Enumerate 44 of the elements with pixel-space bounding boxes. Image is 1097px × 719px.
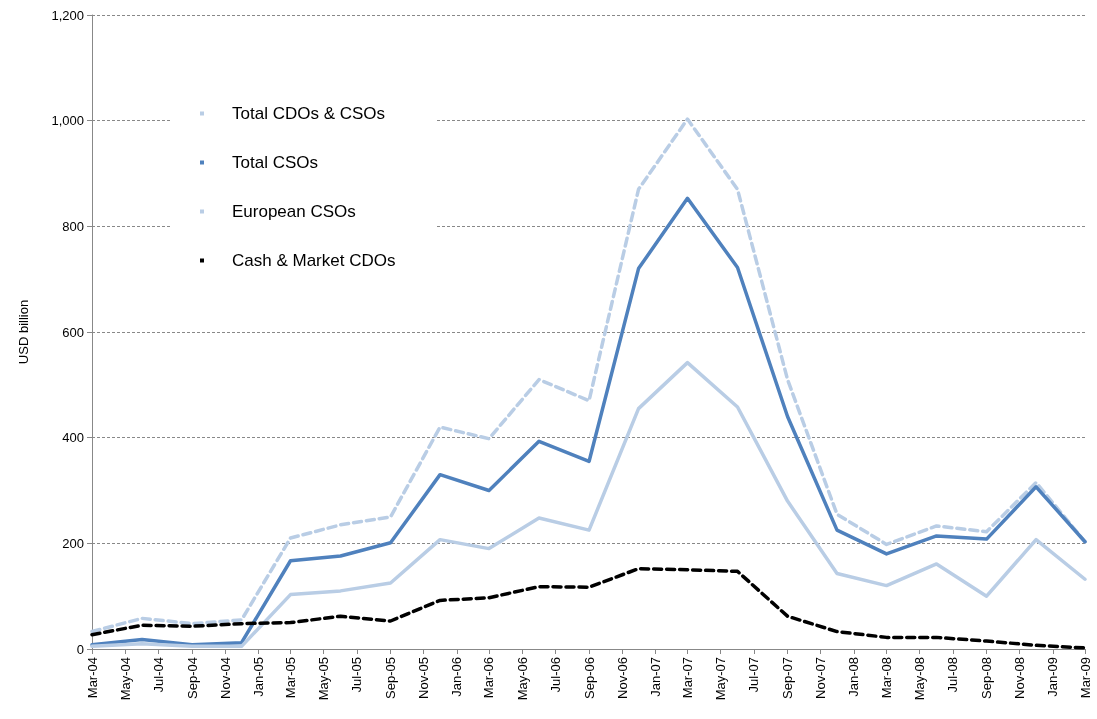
- y-tick-label: 1,000: [51, 113, 84, 129]
- y-tick-label: 600: [62, 324, 84, 340]
- x-tick-label: Sep-04: [184, 657, 200, 699]
- x-tick-label: Jan-06: [449, 657, 465, 697]
- y-tick-label: 1,200: [51, 7, 84, 23]
- y-tick-label: 0: [76, 641, 84, 657]
- x-tick-label: Jul-04: [150, 657, 166, 693]
- legend-label: Cash & Market CDOs: [232, 251, 396, 270]
- x-tick-label: Mar-05: [282, 657, 298, 699]
- x-tick-label: Mar-04: [84, 657, 100, 699]
- legend-label: Total CSOs: [232, 153, 318, 172]
- x-tick-label: May-06: [514, 657, 530, 701]
- x-tick-label: Sep-06: [581, 657, 597, 699]
- x-tick-label: Jul-06: [547, 657, 563, 693]
- line-series: [90, 117, 1087, 634]
- x-tick-label: May-08: [912, 657, 928, 701]
- x-tick-label: Jan-08: [846, 657, 862, 697]
- x-tick-label: Mar-09: [1077, 657, 1093, 699]
- x-tick-label: Mar-07: [679, 657, 695, 699]
- x-tick-label: Nov-06: [614, 657, 630, 699]
- x-tick-label: May-07: [713, 657, 729, 701]
- legend-label: Total CDOs & CSOs: [232, 104, 386, 123]
- x-tick-label: Nov-05: [416, 657, 432, 699]
- y-tick-label: 200: [62, 535, 84, 551]
- x-tick-label: Nov-04: [217, 657, 233, 699]
- y-tick-label: 400: [62, 430, 84, 446]
- y-axis-title: USD billion: [16, 299, 31, 365]
- x-tick-label: Sep-08: [979, 657, 995, 699]
- x-tick-label: Jan-09: [1045, 657, 1061, 697]
- x-tick-label: May-05: [316, 657, 332, 701]
- x-tick-label: Sep-05: [383, 657, 399, 699]
- x-tick-label: Jul-05: [349, 657, 365, 693]
- x-tick-label: Nov-08: [1012, 657, 1028, 699]
- x-tick-label: May-04: [117, 657, 133, 701]
- x-tick-label: Nov-07: [813, 657, 829, 699]
- y-tick-label: 800: [62, 218, 84, 234]
- x-tick-label: Jul-07: [746, 657, 762, 693]
- x-tick-label: Jan-05: [250, 657, 266, 697]
- x-tick-label: Sep-07: [780, 657, 796, 699]
- x-tick-label: Jan-07: [647, 657, 663, 697]
- x-tick-label: Mar-06: [481, 657, 497, 699]
- x-tick-label: Mar-08: [879, 657, 895, 699]
- legend-label: European CSOs: [232, 202, 356, 221]
- x-tick-label: Jul-08: [945, 657, 961, 693]
